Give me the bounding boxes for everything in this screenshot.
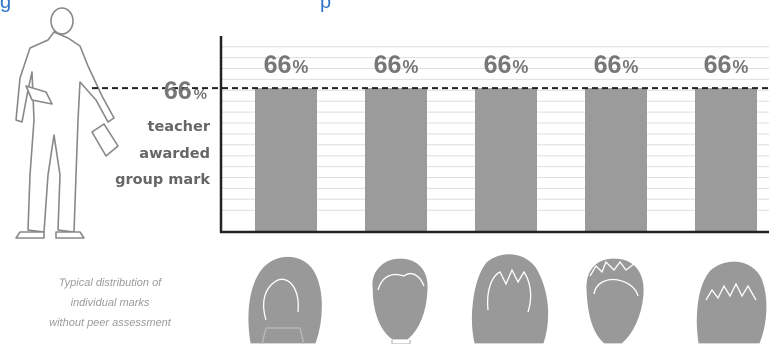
bar-2	[365, 88, 427, 233]
bar-value-label-4: 66%	[594, 51, 639, 79]
group-mark-label: 66% teacher awarded group mark	[115, 77, 211, 188]
svg-text:g: g	[0, 0, 11, 13]
bar-3	[475, 88, 537, 233]
group-mark-line-3: group mark	[115, 172, 210, 188]
bar-value-label-1: 66%	[264, 51, 309, 79]
bar-value-label-2: 66%	[374, 51, 419, 79]
caption-line-3: without peer assessment	[49, 317, 172, 329]
svg-text:p: p	[320, 0, 331, 13]
student-face-5-icon	[695, 260, 768, 344]
page-title: g p	[0, 0, 331, 13]
student-face-1-icon	[247, 255, 324, 344]
group-mark-line-2: awarded	[139, 146, 210, 162]
teacher-figure-icon	[15, 7, 119, 239]
group-mark-value: 66%	[164, 77, 207, 105]
bar-5	[695, 88, 757, 233]
bar-value-label-5: 66%	[704, 51, 749, 79]
bar-1	[255, 88, 317, 233]
student-face-3-icon	[470, 252, 550, 344]
group-mark-line-1: teacher	[148, 119, 211, 135]
bar-4	[585, 88, 647, 233]
caption-line-2: individual marks	[71, 297, 150, 309]
student-face-4-icon	[585, 257, 645, 344]
bar-value-label-3: 66%	[484, 51, 529, 79]
caption-line-1: Typical distribution of	[59, 277, 162, 289]
distribution-caption: Typical distribution of individual marks…	[49, 277, 172, 329]
chart-bars	[255, 88, 757, 233]
bar-value-labels: 66% 66% 66% 66% 66%	[264, 51, 749, 79]
student-face-2-icon	[371, 257, 429, 344]
